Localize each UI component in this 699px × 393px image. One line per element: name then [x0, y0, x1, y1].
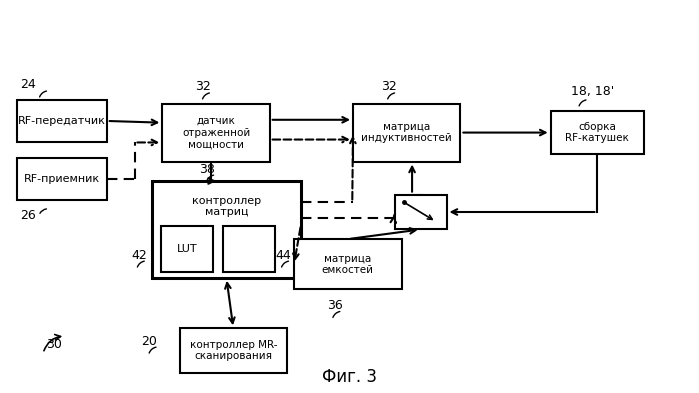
Text: матрица
индуктивностей: матрица индуктивностей [361, 122, 452, 143]
Bar [161, 226, 213, 272]
Bar [223, 226, 275, 272]
Text: 32: 32 [381, 79, 396, 93]
Bar [180, 328, 287, 373]
Text: сборка
RF-катушек: сборка RF-катушек [565, 122, 629, 143]
Text: 20: 20 [141, 335, 157, 348]
Text: 30: 30 [45, 338, 62, 351]
Bar [551, 111, 644, 154]
Text: датчик
отраженной
мощности: датчик отраженной мощности [182, 116, 250, 149]
Bar [17, 158, 107, 200]
Bar [17, 100, 107, 142]
Bar [152, 181, 301, 278]
Bar [294, 239, 401, 290]
Text: RF-передатчик: RF-передатчик [17, 116, 106, 126]
Text: RF-приемник: RF-приемник [24, 174, 100, 184]
Text: 32: 32 [196, 79, 211, 93]
Bar [353, 103, 461, 162]
Bar [394, 195, 447, 230]
Text: контроллер
матриц: контроллер матриц [192, 196, 261, 217]
Text: матрица
емкостей: матрица емкостей [322, 253, 374, 275]
Text: 26: 26 [20, 209, 36, 222]
Text: 42: 42 [131, 249, 147, 262]
Text: 44: 44 [275, 249, 291, 262]
Text: 36: 36 [327, 299, 343, 312]
Text: 38: 38 [199, 163, 215, 176]
Bar [162, 103, 270, 162]
Text: 18, 18': 18, 18' [571, 85, 614, 98]
Text: LUT: LUT [177, 244, 197, 254]
Text: Фиг. 3: Фиг. 3 [322, 368, 377, 386]
Text: контроллер MR-
сканирования: контроллер MR- сканирования [189, 340, 277, 361]
Text: 24: 24 [20, 78, 36, 91]
